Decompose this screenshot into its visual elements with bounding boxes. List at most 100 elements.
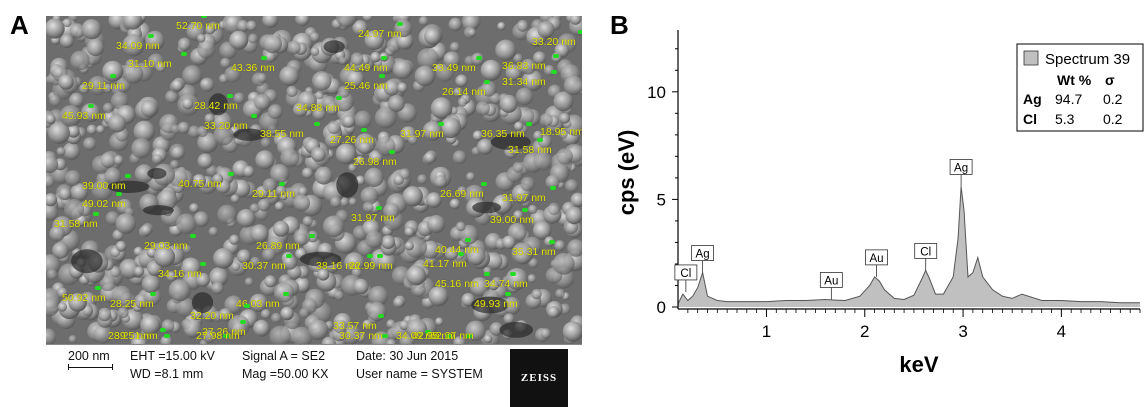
nanoparticle [422,121,443,141]
measurement-label: 38.16 nm [316,260,360,272]
nanoparticle [455,74,468,88]
measurement-label: 36.35 nm [481,128,525,140]
peak-label: Au [824,275,838,287]
nanoparticle [213,125,234,146]
measurement-label: 49.93 nm [474,298,518,310]
nanoparticle [298,186,308,197]
nanoparticle [196,33,206,43]
measurement-marker [526,122,532,126]
nanoparticle [57,287,68,298]
legend-header-sigma: σ [1105,72,1115,88]
nanoparticle [68,293,87,312]
nanoparticle [362,319,373,330]
nanoparticle [368,285,389,307]
x-axis-label: keV [899,352,938,377]
peak-label: Cl [920,246,931,258]
nanoparticle [102,83,113,94]
nanoparticle [434,175,447,189]
nanoparticle [110,91,129,110]
nanoparticle [545,175,560,190]
nanoparticle [393,174,405,185]
nanoparticle [70,50,90,71]
measurement-label: 38.55 nm [260,128,304,140]
measurement-marker [150,292,156,296]
nanoparticle [565,179,579,193]
nanoparticle [242,165,255,178]
measurement-label: 34.88 nm [296,102,340,114]
nanoparticle [134,164,154,184]
measurement-marker [200,262,206,266]
particle-texture [46,16,582,344]
nanoparticle [322,215,345,238]
nanoparticle [430,97,453,119]
nanoparticle [202,329,216,343]
nanoparticle [330,196,342,208]
nanoparticle [315,90,324,100]
measurement-label: 26.98 nm [353,156,397,168]
measurement-marker [125,174,131,178]
nanoparticle [461,16,481,31]
measurement-label: 52.70 nm [176,20,220,32]
nanoparticle [86,124,97,135]
nanoparticle [169,143,186,160]
measurement-label: 39.51 nm [114,330,158,342]
nanoparticle [358,141,372,155]
nanoparticle [237,249,251,264]
measurement-marker [223,334,229,338]
measurement-marker [458,252,464,256]
nanoparticle [257,198,271,212]
nanoparticle [483,334,493,344]
nanoparticle [406,265,427,286]
nanoparticle [122,16,143,30]
nanoparticle [352,20,368,36]
nanoparticle [249,256,261,268]
nanoparticle [469,277,490,297]
nanoparticle [58,187,72,201]
measurement-marker [361,128,367,132]
nanoparticle [457,97,468,107]
legend-sigma-value: 0.2 [1103,111,1123,127]
nanoparticle [502,296,521,315]
nanoparticle [449,198,461,210]
nanoparticle [166,271,177,282]
nanoparticle [338,56,347,65]
nanoparticle [333,319,348,334]
measurement-marker [378,314,384,318]
measurement-label: 31.10 nm [128,58,172,70]
nanoparticle [293,102,308,117]
nanoparticle [308,319,329,340]
nanoparticle [286,85,298,97]
nanoparticle [503,313,515,325]
nanoparticle [81,103,101,123]
measurement-label: 34.74 nm [484,278,528,290]
nanoparticle [279,65,300,86]
nanoparticle [64,170,81,187]
nanoparticle [444,246,459,261]
measurement-label: 40.75 nm [178,178,222,190]
peak-label: Ag [696,249,710,261]
nanoparticle [59,34,74,48]
measurement-label: 27.26 nm [330,134,374,146]
pore-shadow [299,251,342,267]
nanoparticle [176,213,197,234]
legend-element: Ag [1023,91,1042,107]
nanoparticle [443,51,461,69]
nanoparticle [337,85,350,99]
mag-text: Mag =50.00 KX [242,367,329,381]
nanoparticle [533,51,546,65]
measurement-label: 34.09 nm [116,40,160,52]
nanoparticle [86,38,105,57]
nanoparticle [231,262,241,271]
nanoparticle [370,51,381,63]
x-tick-label: 3 [958,322,967,341]
measurement-label: 43.36 nm [231,62,275,74]
nanoparticle [165,90,179,104]
measurement-label: 33.57 nm [333,320,377,332]
nanoparticle [115,213,137,234]
nanoparticle [467,28,477,37]
nanoparticle [200,77,215,92]
nanoparticle [321,336,336,344]
nanoparticle [280,148,300,168]
measurement-marker [261,56,267,60]
eht-text: EHT =15.00 kV [130,349,215,363]
